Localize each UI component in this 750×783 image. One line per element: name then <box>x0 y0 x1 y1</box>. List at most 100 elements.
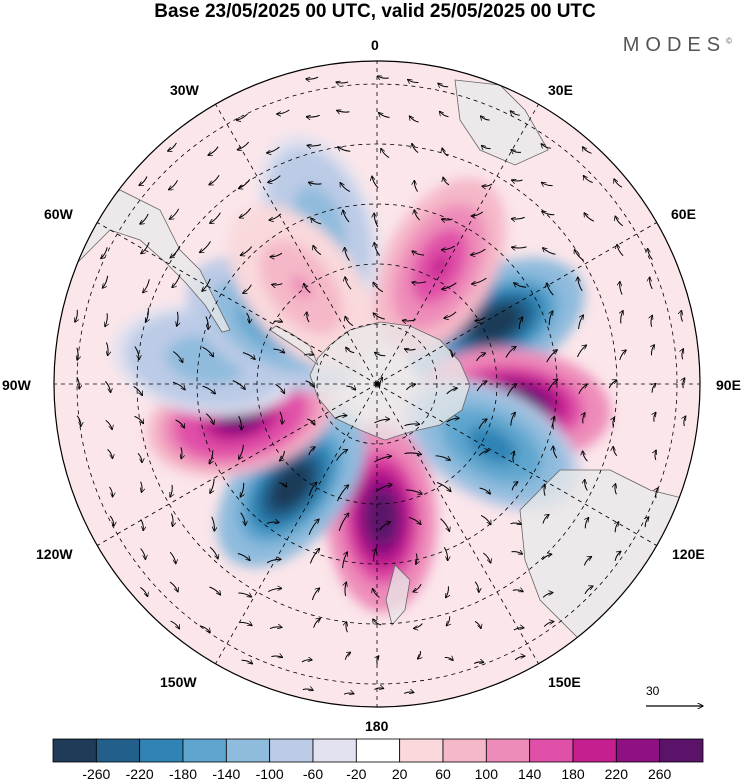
wind-arrow <box>377 76 389 78</box>
wind-arrow <box>375 485 392 492</box>
wind-arrow <box>168 142 177 151</box>
wind-arrow <box>476 353 486 362</box>
wind-arrow <box>275 383 285 393</box>
wind-arrow <box>76 415 81 427</box>
wind-arrow <box>578 384 587 395</box>
wind-arrow <box>177 311 178 326</box>
wind-arrow <box>541 182 553 185</box>
wind-arrow <box>443 547 447 560</box>
wind-arrow <box>169 551 176 564</box>
wind-arrow <box>405 384 415 391</box>
wind-arrow <box>438 83 449 87</box>
wind-arrow <box>648 248 653 260</box>
wind-arrow <box>313 245 322 256</box>
wind-arrow <box>511 150 522 153</box>
wind-arrow <box>170 245 181 258</box>
wind-arrow <box>614 179 623 188</box>
wind-arrow <box>414 180 419 192</box>
wind-arrow <box>651 345 654 356</box>
wind-arrow <box>101 247 108 258</box>
lon-label-30w: 30W <box>170 82 199 98</box>
wind-arrow <box>240 246 253 256</box>
wind-arrow <box>336 82 349 83</box>
wind-arrow <box>585 518 588 529</box>
wind-arrow <box>373 589 380 598</box>
colorbar-bin <box>399 738 444 763</box>
wind-arrow <box>471 248 486 255</box>
lon-label-90e: 90E <box>716 377 741 393</box>
wind-arrow <box>241 660 253 664</box>
wind-arrow <box>237 553 250 561</box>
wind-arrow <box>301 660 312 663</box>
meridian-line <box>376 383 539 664</box>
wind-arrow <box>480 116 490 120</box>
lon-label-60w: 60W <box>44 206 73 222</box>
wind-arrow <box>139 176 148 186</box>
wind-arrow <box>134 415 144 423</box>
wind-arrow <box>374 242 381 256</box>
wind-arrow <box>483 552 490 563</box>
wind-arrow <box>412 143 419 154</box>
wind-arrow <box>542 515 549 524</box>
wind-arrow <box>543 248 556 255</box>
meridian-line <box>376 383 657 546</box>
wind-arrow <box>232 380 245 390</box>
wind-arrow <box>655 450 656 461</box>
wind-arrow <box>656 488 658 499</box>
colorbar-tick-label: 140 <box>517 766 542 782</box>
wind-arrow <box>553 417 555 430</box>
wind-arrow <box>377 656 379 665</box>
brand-logo: MODES© <box>623 34 732 57</box>
wind-arrow <box>414 210 421 221</box>
wind-arrow <box>374 688 383 690</box>
wind-arrow <box>443 177 450 186</box>
wind-arrow <box>239 622 252 625</box>
wind-arrow <box>408 80 419 83</box>
wind-arrow <box>615 522 619 533</box>
colorbar <box>52 738 704 763</box>
wind-arrow <box>608 380 617 389</box>
wind-arrow <box>313 618 321 628</box>
wind-arrow <box>307 312 310 323</box>
wind-arrow <box>240 482 243 497</box>
wind-arrow <box>446 418 459 423</box>
wind-arrow <box>512 247 527 248</box>
wind-arrow <box>654 412 656 422</box>
map-border <box>53 60 701 708</box>
wind-arrow <box>414 623 423 629</box>
colorbar-bin <box>615 738 661 763</box>
wind-arrow <box>280 450 285 461</box>
wind-arrow <box>682 349 683 360</box>
wind-arrow <box>270 252 283 257</box>
lon-label-150e: 150E <box>548 674 581 690</box>
wind-arrow <box>583 147 592 154</box>
lon-label-120w: 120W <box>36 546 73 562</box>
wind-arrow <box>337 110 350 112</box>
wind-arrow <box>345 316 354 327</box>
wind-arrow <box>613 446 618 456</box>
colorbar-tick-label: 60 <box>435 766 451 782</box>
wind-arrow <box>514 283 527 288</box>
anomaly-contour <box>280 474 302 498</box>
wind-arrow <box>614 551 621 561</box>
wind-arrow <box>109 515 114 526</box>
lon-label-0: 0 <box>371 37 379 53</box>
wind-arrow <box>583 413 585 424</box>
wind-arrow <box>542 211 555 215</box>
wind-arrow <box>169 581 178 592</box>
wind-arrow <box>512 180 523 181</box>
wind-arrow <box>444 657 453 660</box>
colorbar-tick-label: 20 <box>391 766 408 782</box>
wind-arrow <box>306 115 320 117</box>
wind-arrow <box>511 552 523 555</box>
wind-arrow <box>236 113 248 120</box>
wind-arrow <box>513 628 524 631</box>
wind-arrow <box>621 311 623 324</box>
wind-arrow <box>334 416 347 419</box>
south-pole-marker <box>374 381 380 387</box>
meridian-line <box>215 104 378 385</box>
wind-arrow <box>476 381 487 392</box>
wind-arrow <box>444 311 457 318</box>
wind-arrow <box>105 313 107 326</box>
wind-arrow <box>374 419 390 424</box>
